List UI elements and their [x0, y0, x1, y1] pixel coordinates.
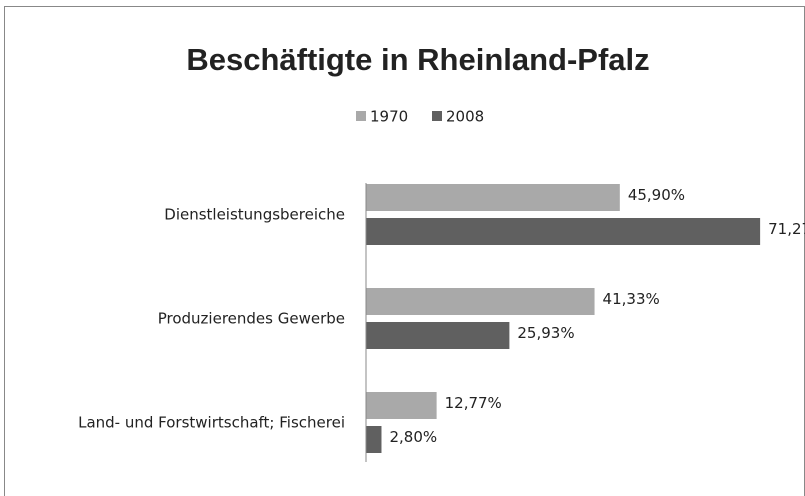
value-label: 25,93%	[517, 324, 574, 342]
value-label: 2,80%	[389, 428, 437, 446]
bar	[366, 184, 620, 211]
bar	[366, 392, 437, 419]
value-label: 45,90%	[628, 186, 685, 204]
category-label: Dienstleistungsbereiche	[164, 206, 345, 224]
legend-label: 1970	[370, 108, 408, 126]
legend-swatch	[356, 111, 366, 121]
category-label: Produzierendes Gewerbe	[158, 310, 345, 328]
value-label: 71,27	[768, 220, 805, 238]
bar	[366, 426, 382, 453]
bar	[366, 218, 761, 245]
legend-label: 2008	[446, 108, 484, 126]
value-label: 12,77%	[445, 394, 502, 412]
chart-title: Beschäftigte in Rheinland-Pfalz	[186, 42, 649, 77]
legend-swatch	[432, 111, 442, 121]
bar	[366, 288, 595, 315]
bar	[366, 322, 510, 349]
value-label: 41,33%	[603, 290, 660, 308]
category-label: Land- und Forstwirtschaft; Fischerei	[78, 414, 345, 432]
